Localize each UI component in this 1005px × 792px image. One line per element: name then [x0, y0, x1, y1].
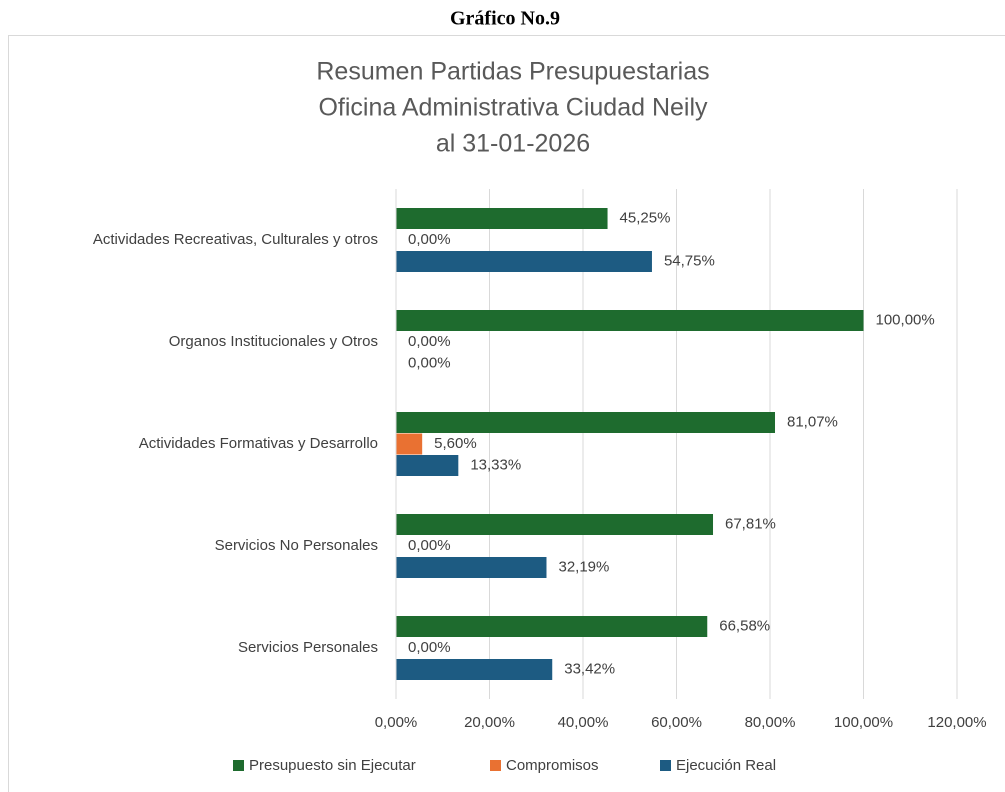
- data-label: 5,60%: [434, 435, 477, 452]
- data-label: 32,19%: [558, 558, 609, 575]
- x-tick-label: 120,00%: [927, 714, 986, 731]
- x-tick-label: 100,00%: [834, 714, 893, 731]
- data-label: 33,42%: [564, 660, 615, 677]
- data-label: 0,00%: [408, 231, 451, 248]
- data-label: 0,00%: [408, 354, 451, 371]
- legend-label: Compromisos: [506, 757, 599, 774]
- y-tick-label: Actividades Formativas y Desarrollo: [139, 435, 378, 452]
- data-label: 54,75%: [664, 252, 715, 269]
- data-label: 0,00%: [408, 639, 451, 656]
- bar: [396, 251, 652, 272]
- chart-title: Resumen Partidas Presupuestarias: [316, 58, 709, 86]
- chart-frame: [8, 35, 1005, 792]
- x-tick-label: 0,00%: [375, 714, 418, 731]
- bar: [396, 659, 553, 680]
- legend-swatch: [233, 760, 244, 771]
- chart-title: al 31-01-2026: [436, 130, 590, 158]
- data-label: 0,00%: [408, 537, 451, 554]
- bar: [396, 514, 714, 535]
- legend-swatch: [660, 760, 671, 771]
- data-label: 66,58%: [719, 617, 770, 634]
- bar: [396, 557, 547, 578]
- bar: [396, 433, 423, 455]
- legend-swatch: [490, 760, 501, 771]
- legend-label: Ejecución Real: [676, 757, 776, 774]
- x-tick-label: 80,00%: [745, 714, 796, 731]
- bar: [396, 455, 459, 476]
- bar: [396, 310, 864, 331]
- data-label: 13,33%: [470, 456, 521, 473]
- x-tick-label: 40,00%: [558, 714, 609, 731]
- bar: [396, 412, 776, 433]
- data-label: 100,00%: [876, 311, 935, 328]
- y-tick-label: Organos Institucionales y Otros: [169, 333, 378, 350]
- data-label: 67,81%: [725, 515, 776, 532]
- bar: [396, 208, 608, 229]
- header: Gráfico No.9: [450, 8, 560, 30]
- bar: [396, 616, 708, 637]
- data-label: 0,00%: [408, 333, 451, 350]
- chart-title: Oficina Administrativa Ciudad Neily: [318, 94, 708, 122]
- x-tick-label: 20,00%: [464, 714, 515, 731]
- y-tick-label: Actividades Recreativas, Culturales y ot…: [93, 231, 378, 248]
- y-tick-label: Servicios Personales: [238, 639, 378, 656]
- y-tick-label: Servicios No Personales: [215, 537, 378, 554]
- data-label: 81,07%: [787, 413, 838, 430]
- data-label: 45,25%: [620, 209, 671, 226]
- legend-label: Presupuesto sin Ejecutar: [249, 757, 416, 774]
- x-tick-label: 60,00%: [651, 714, 702, 731]
